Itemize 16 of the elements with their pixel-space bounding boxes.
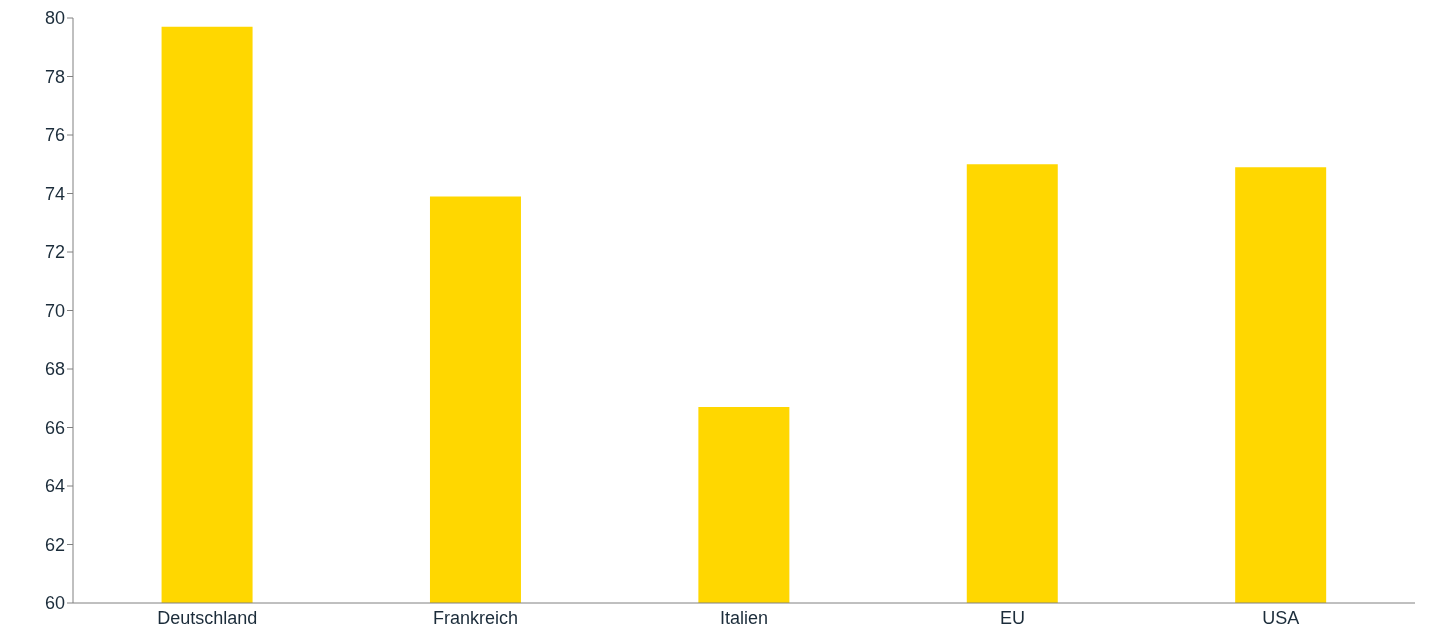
y-tick-label: 70 bbox=[44, 300, 65, 321]
y-tick-label: 68 bbox=[44, 359, 65, 380]
x-tick-label: Frankreich bbox=[433, 607, 519, 628]
y-tick-label: 66 bbox=[44, 417, 65, 438]
x-tick-label: Deutschland bbox=[157, 607, 258, 628]
x-tick-label: USA bbox=[1262, 607, 1300, 628]
y-tick-label: 60 bbox=[44, 593, 65, 614]
y-tick-label: 62 bbox=[44, 534, 65, 555]
y-tick-label: 72 bbox=[44, 242, 65, 263]
y-tick-label: 78 bbox=[44, 66, 65, 87]
y-tick-label: 64 bbox=[44, 476, 65, 497]
y-tick-label: 80 bbox=[44, 8, 65, 29]
y-tick-label: 76 bbox=[44, 125, 65, 146]
x-tick-label: EU bbox=[999, 607, 1025, 628]
x-tick-label: Italien bbox=[719, 607, 769, 628]
y-tick-label: 74 bbox=[44, 183, 65, 204]
